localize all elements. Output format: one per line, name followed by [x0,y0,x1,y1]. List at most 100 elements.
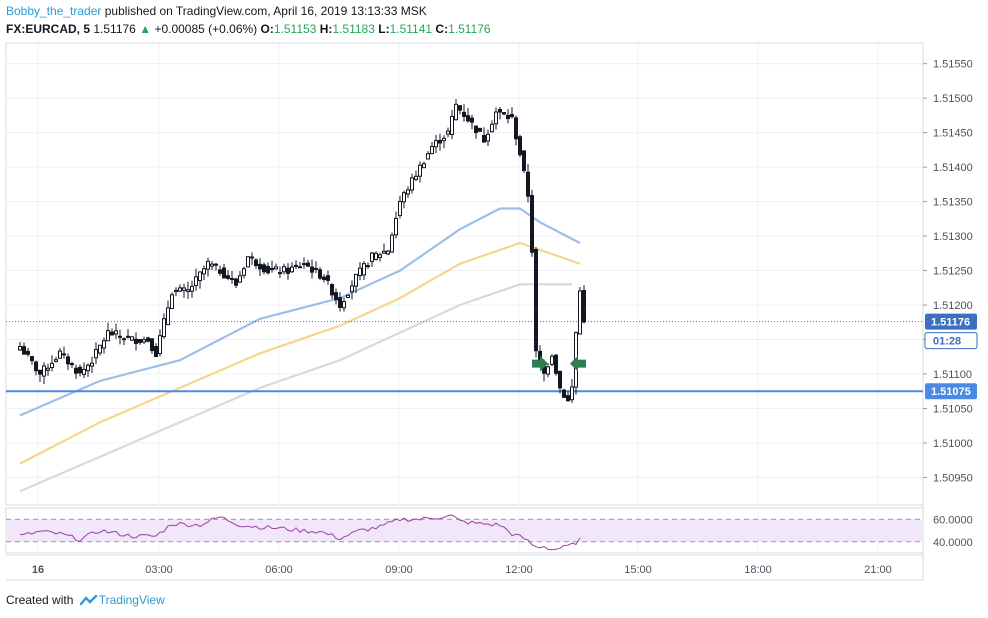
candle-body [38,369,42,375]
candle-body [362,263,366,276]
candle-body [230,278,234,281]
candle-body [326,275,330,281]
open-value: 1.51153 [273,22,317,36]
price-tick-label: 1.51500 [933,93,973,105]
last-price: 1.51176 [93,22,136,36]
candle-body [134,338,138,344]
candle-body [226,275,230,279]
candle-body [570,386,574,401]
candle-body [270,267,274,270]
candle-body [546,366,550,375]
author-link[interactable]: Bobby_the_trader [6,4,102,18]
candle-body [314,267,318,270]
candle-body [214,263,218,266]
candle-body [130,336,134,341]
candle-body [330,284,334,296]
candle-body [218,269,222,274]
price-tick-label: 1.51450 [933,128,973,140]
candle-body [210,263,214,267]
candle-body [206,260,210,270]
candle-body [338,297,342,308]
price-tick-label: 1.51100 [933,369,972,381]
close-label: C: [435,22,449,36]
candle-body [106,330,110,342]
candle-body [54,359,58,362]
candle-body [498,108,502,113]
candle-body [334,292,338,301]
candle-body [386,250,390,255]
candle-body [346,294,350,298]
candle-body [294,264,298,267]
candle-body [266,266,270,274]
candle-body [78,366,82,374]
candle-body [138,339,142,343]
price-tick-label: 1.51000 [933,438,973,450]
publish-info: Bobby_the_trader published on TradingVie… [6,4,427,18]
candle-body [418,164,422,177]
symbol-info: FX:EURCAD, 5 1.51176 ▲ +0.00085 (+0.06%)… [6,22,491,36]
candle-body [286,267,290,274]
candle-body [150,338,154,352]
close-value: 1.51176 [448,22,491,36]
candle-body [566,395,570,402]
candle-body [558,370,562,389]
candle-body [310,266,314,273]
candle-body [582,289,586,323]
candle-body [482,134,486,143]
price-tick-label: 1.51400 [933,162,973,174]
price-tick-label: 1.51550 [933,59,973,71]
candle-body [90,362,94,367]
candle-body [242,268,246,276]
up-triangle-icon: ▲ [139,22,152,36]
moving-average-fast [19,207,581,417]
candle-body [82,368,86,375]
time-tick-label: 03:00 [145,564,173,576]
candle-body [454,103,458,121]
candle-body [30,356,34,362]
tradingview-brand[interactable]: TradingView [98,593,165,607]
candle-body [530,195,534,253]
candle-body [426,153,430,160]
time-tick-label: 16 [32,564,44,576]
candle-body [370,252,374,262]
moving-average-slow [19,283,572,493]
candle-body [86,364,90,372]
candle-body [358,267,362,277]
time-tick-label: 06:00 [265,564,293,576]
candle-body [342,301,346,309]
candle-body [506,114,510,120]
candle-body [34,361,38,372]
published-text: published on TradingView.com, April 16, … [104,4,427,18]
candle-body [526,171,530,197]
candle-body [66,356,70,365]
high-label: H: [319,22,333,36]
candle-body [46,367,50,371]
price-badge-bg [925,313,977,330]
candle-body [430,145,434,155]
candle-body [258,263,262,270]
high-value: 1.51183 [332,22,375,36]
candle-body [166,307,170,326]
candle-body [554,354,558,374]
candle-body [434,140,438,148]
candle-body [262,264,266,273]
candle-body [246,256,250,268]
rsi-line [19,514,581,551]
candle-body [390,234,394,253]
candle-body [22,346,26,355]
rsi-tick-label: 40.0000 [933,537,973,549]
rsi-tick-label: 60.0000 [933,514,973,526]
candle-body [274,266,278,270]
candle-body [398,200,402,217]
level-badge-bg [925,383,977,400]
candle-body [354,273,358,287]
candle-body [70,363,74,366]
candle-body [74,367,78,374]
candle-body [478,127,482,132]
footer: Created with TradingView [6,593,165,607]
rsi-band [7,519,922,542]
candle-body [394,217,398,236]
price-tick-label: 1.51050 [933,403,973,415]
candle-body [170,294,174,309]
